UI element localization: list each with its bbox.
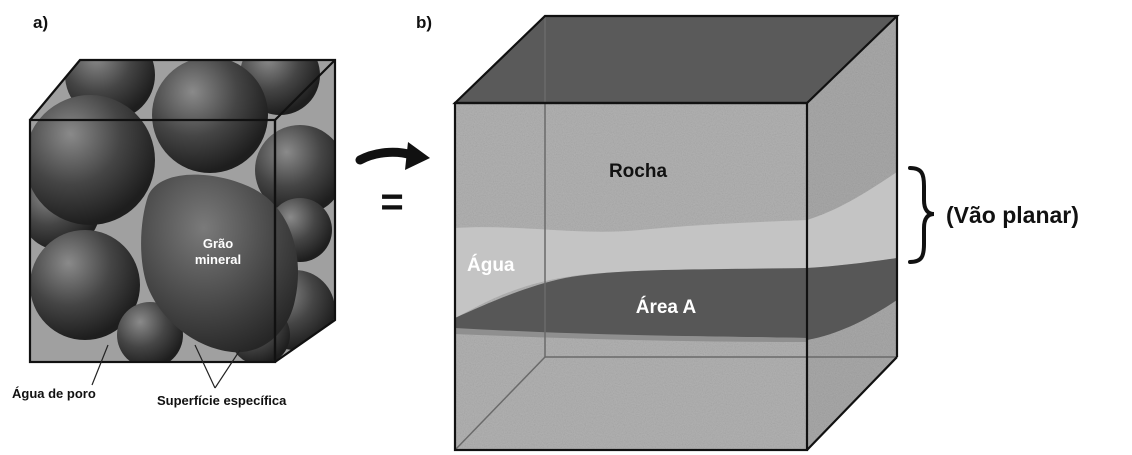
leader-lines [91, 344, 241, 389]
pore-water-label: Água de poro [12, 386, 96, 401]
area-a-label: Área A [636, 296, 697, 318]
side-water-band [807, 172, 897, 268]
grain-label-line1: Grão [203, 236, 233, 251]
area-a-band [455, 268, 807, 338]
panel-a: a) Grão mineral [12, 13, 337, 408]
transition: = [355, 142, 430, 224]
cube-b-hidden-edges [454, 16, 897, 451]
cube-a-outline [28, 58, 337, 364]
cube-b-outline [452, 14, 900, 452]
area-a-edge [455, 328, 807, 342]
cube-front-face [455, 103, 807, 450]
cube-top-face [455, 16, 897, 103]
panel-b-label: b) [416, 13, 432, 32]
specific-surface-label: Superfície específica [157, 393, 287, 408]
side-area-band [807, 258, 897, 340]
arrow-head-icon [405, 142, 430, 170]
mineral-grain [117, 302, 183, 362]
water-band [455, 220, 807, 318]
mineral-grain [30, 95, 155, 225]
planar-gap-label: (Vão planar) [946, 202, 1079, 228]
rock-label: Rocha [609, 161, 668, 182]
pore-water-leader [91, 344, 109, 386]
grain-label-line2: mineral [195, 252, 241, 267]
curly-brace-icon [908, 166, 935, 264]
panel-a-label: a) [33, 13, 48, 32]
curved-arrow-icon [355, 147, 417, 165]
equals-symbol: = [380, 180, 403, 224]
grain-cube [30, 60, 335, 362]
large-mineral-grain [141, 174, 299, 353]
surface-leader-right [214, 349, 241, 389]
mineral-grain [255, 125, 335, 215]
surface-leader-left [194, 344, 216, 389]
mineral-grain [30, 230, 140, 340]
panel-b: b) Rocha Água [416, 13, 1079, 452]
water-label: Água [467, 254, 515, 276]
mineral-grain [152, 60, 268, 173]
